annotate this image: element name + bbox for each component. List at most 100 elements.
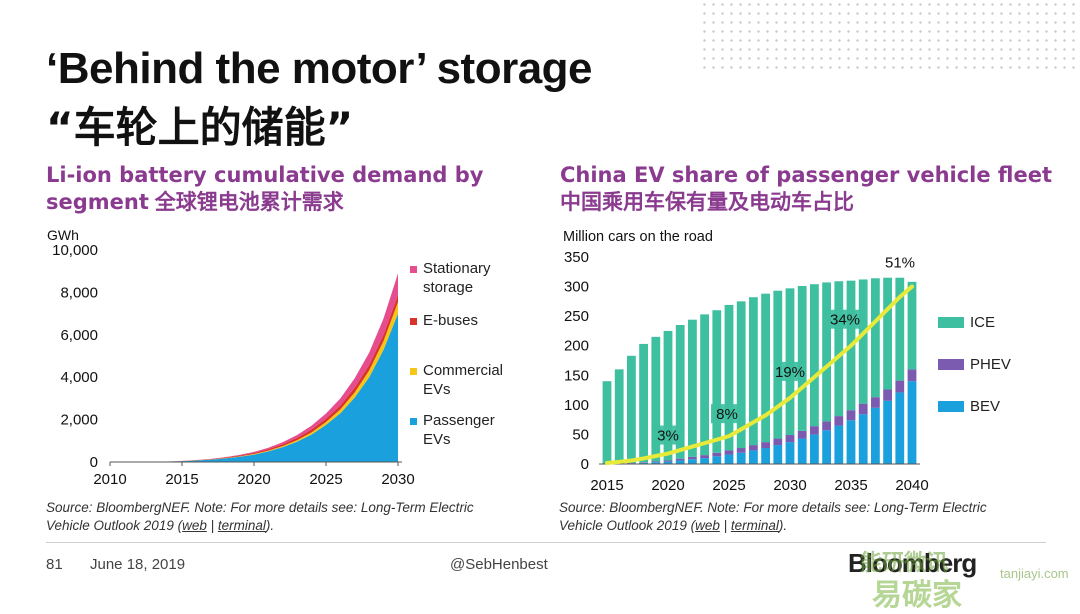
bar-ice-2023 bbox=[700, 314, 709, 455]
bar-bev-2034 bbox=[834, 426, 843, 464]
bar-phev-2030 bbox=[786, 435, 795, 442]
x-tick-label: 2040 bbox=[895, 477, 928, 494]
watermark-url: tanjiayi.com bbox=[1000, 566, 1069, 581]
source-link-web[interactable]: web bbox=[695, 518, 720, 533]
y-tick-label: 300 bbox=[564, 279, 589, 296]
y-tick-label: 100 bbox=[564, 397, 589, 414]
y-axis-unit: GWh bbox=[47, 227, 79, 243]
y-tick-label: 6,000 bbox=[60, 327, 98, 344]
bar-bev-2033 bbox=[822, 430, 831, 464]
y-tick-label: 0 bbox=[581, 456, 589, 473]
bar-bev-2021 bbox=[676, 460, 685, 464]
bar-phev-2018 bbox=[639, 462, 648, 463]
legend-swatch-phev bbox=[938, 359, 964, 370]
legend-label-phev: PHEV bbox=[970, 356, 1011, 373]
bar-ice-2024 bbox=[712, 310, 721, 453]
legend-label-passenger: Passenger bbox=[423, 412, 495, 429]
bar-phev-2038 bbox=[883, 389, 892, 400]
bar-bev-2036 bbox=[859, 414, 868, 464]
author-handle: @SebHenbest bbox=[450, 556, 548, 573]
bar-ice-2016 bbox=[615, 369, 624, 463]
bar-bev-2030 bbox=[786, 442, 795, 464]
x-tick-label: 2015 bbox=[590, 477, 623, 494]
bar-phev-2036 bbox=[859, 404, 868, 415]
bar-phev-2031 bbox=[798, 431, 807, 439]
bar-phev-2023 bbox=[700, 455, 709, 458]
bar-ice-2030 bbox=[786, 288, 795, 435]
source-link-terminal[interactable]: terminal bbox=[218, 518, 266, 533]
x-tick-label: 2025 bbox=[712, 477, 745, 494]
y-axis-label: Million cars on the road bbox=[563, 229, 713, 245]
y-tick-label: 250 bbox=[564, 308, 589, 325]
legend-swatch-ebuses bbox=[410, 318, 417, 325]
bar-bev-2023 bbox=[700, 458, 709, 464]
legend-label-commercial: Commercial bbox=[423, 362, 503, 379]
bar-phev-2029 bbox=[773, 439, 782, 446]
bar-ice-2038 bbox=[883, 278, 892, 390]
bar-phev-2021 bbox=[676, 459, 685, 461]
legend-swatch-commercial bbox=[410, 368, 417, 375]
bar-ice-2018 bbox=[639, 344, 648, 462]
annotation-share-2040: 51% bbox=[885, 255, 915, 272]
source-link-web[interactable]: web bbox=[182, 518, 207, 533]
bar-phev-2028 bbox=[761, 442, 770, 448]
annotation-share-2030: 19% bbox=[775, 364, 805, 381]
source-suffix: ). bbox=[266, 518, 274, 533]
bar-ice-2032 bbox=[810, 284, 819, 426]
legend-label-bev: BEV bbox=[970, 398, 1000, 415]
y-tick-label: 50 bbox=[572, 426, 589, 443]
bar-phev-2027 bbox=[749, 445, 758, 450]
bar-ice-2036 bbox=[859, 279, 868, 403]
x-tick-label: 2010 bbox=[93, 471, 126, 488]
source-sep: | bbox=[720, 518, 731, 533]
page-number: 81 bbox=[46, 556, 63, 573]
source-sep: | bbox=[207, 518, 218, 533]
bar-ice-2034 bbox=[834, 281, 843, 416]
slide-date: June 18, 2019 bbox=[90, 556, 185, 573]
source-suffix: ). bbox=[779, 518, 787, 533]
y-tick-label: 2,000 bbox=[60, 412, 98, 429]
bar-ice-2037 bbox=[871, 278, 880, 397]
y-tick-label: 200 bbox=[564, 338, 589, 355]
x-tick-label: 2020 bbox=[651, 477, 684, 494]
bar-bev-2026 bbox=[737, 453, 746, 464]
x-tick-label: 2035 bbox=[834, 477, 867, 494]
bar-phev-2025 bbox=[725, 450, 734, 454]
legend-label-ice: ICE bbox=[970, 314, 995, 331]
bar-bev-2037 bbox=[871, 408, 880, 464]
bar-ice-2017 bbox=[627, 356, 636, 463]
legend-swatch-stationary bbox=[410, 266, 417, 273]
bar-phev-2034 bbox=[834, 416, 843, 425]
legend-swatch-ice bbox=[938, 317, 964, 328]
bar-phev-2022 bbox=[688, 457, 697, 459]
bar-phev-2039 bbox=[895, 381, 904, 393]
y-tick-label: 0 bbox=[90, 454, 98, 471]
bar-bev-2024 bbox=[712, 456, 721, 464]
bar-bev-2028 bbox=[761, 448, 770, 464]
bar-ice-2031 bbox=[798, 286, 807, 431]
bar-bev-2025 bbox=[725, 455, 734, 464]
legend-label-stationary-line2: storage bbox=[423, 279, 473, 296]
bar-phev-2024 bbox=[712, 453, 721, 457]
bar-bev-2022 bbox=[688, 459, 697, 464]
y-tick-label: 350 bbox=[564, 249, 589, 266]
bar-bev-2038 bbox=[883, 401, 892, 464]
bar-ice-2033 bbox=[822, 282, 831, 421]
bar-phev-2037 bbox=[871, 397, 880, 408]
bar-phev-2032 bbox=[810, 426, 819, 434]
legend-label-passenger-line2: EVs bbox=[423, 431, 451, 448]
footer-divider bbox=[46, 542, 1046, 543]
x-tick-label: 2025 bbox=[309, 471, 342, 488]
bar-ice-2015 bbox=[603, 381, 612, 464]
y-tick-label: 4,000 bbox=[60, 369, 98, 386]
annotation-share-2020: 3% bbox=[657, 428, 679, 445]
bar-phev-2033 bbox=[822, 421, 831, 430]
bar-bev-2035 bbox=[847, 420, 856, 464]
y-tick-label: 8,000 bbox=[60, 284, 98, 301]
x-tick-label: 2030 bbox=[773, 477, 806, 494]
source-link-terminal[interactable]: terminal bbox=[731, 518, 779, 533]
y-tick-label: 10,000 bbox=[52, 242, 98, 259]
legend-label-stationary: Stationary bbox=[423, 260, 491, 277]
bar-bev-2031 bbox=[798, 439, 807, 464]
bar-phev-2026 bbox=[737, 448, 746, 453]
